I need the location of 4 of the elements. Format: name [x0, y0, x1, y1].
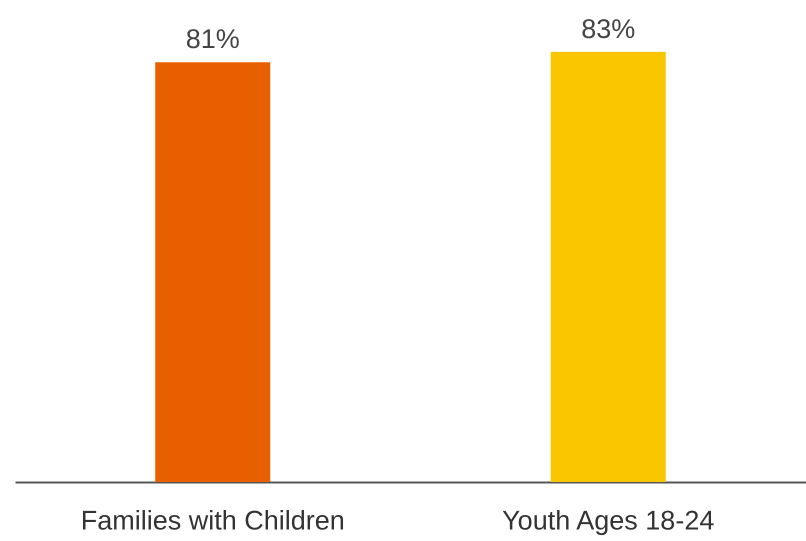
data-label: 81% [186, 24, 240, 54]
data-label: 83% [581, 14, 636, 44]
x-tick-label: Families with Children [80, 506, 345, 536]
x-tick-label: Youth Ages 18-24 [502, 506, 714, 536]
